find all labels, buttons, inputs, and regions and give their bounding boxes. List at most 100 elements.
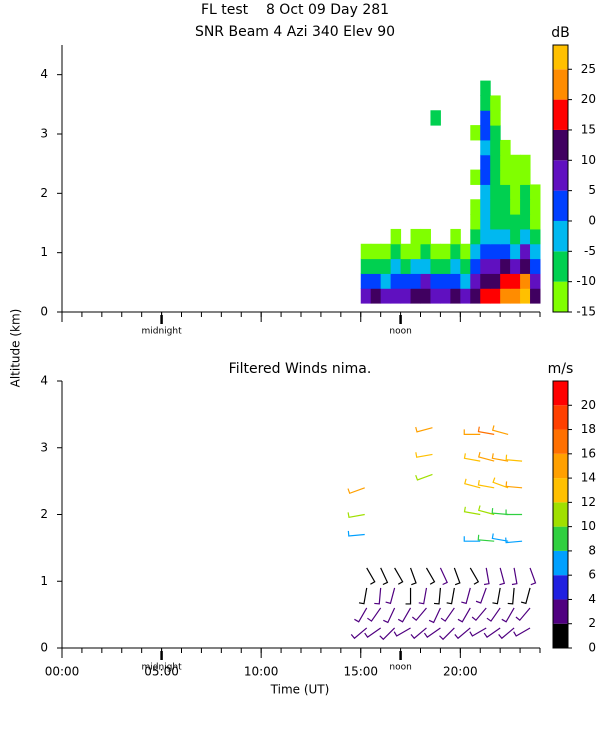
wind-barb xyxy=(505,454,523,462)
heat-cell xyxy=(520,228,531,245)
wind-barb xyxy=(507,587,515,605)
colorbar-segment xyxy=(553,99,568,130)
wind-barb xyxy=(415,452,433,458)
y-tick-label: 4 xyxy=(40,67,48,81)
colorbar-segment xyxy=(553,405,568,430)
wind-barb xyxy=(367,607,382,622)
colorbar-segment xyxy=(553,623,568,648)
wind-barb xyxy=(347,512,365,518)
colorbar-segment xyxy=(553,575,568,600)
wind-barb xyxy=(464,478,481,489)
wind-barb xyxy=(505,537,523,544)
wind-barb xyxy=(423,627,441,638)
wind-barb xyxy=(477,479,495,489)
heat-cell xyxy=(390,243,402,260)
wind-barb xyxy=(501,607,515,623)
wind-barb xyxy=(439,627,455,641)
wind-barb xyxy=(418,587,428,605)
heat-cell xyxy=(500,199,511,215)
heat-cell xyxy=(480,273,491,289)
heat-cell xyxy=(440,273,451,289)
heat-cell xyxy=(500,273,511,289)
wind-barb xyxy=(415,473,433,481)
heat-cell xyxy=(520,184,531,200)
heat-cell xyxy=(440,243,451,260)
wind-barb xyxy=(492,477,509,489)
colorbar-segment xyxy=(553,453,568,479)
wind-barb xyxy=(529,567,537,586)
heat-cell xyxy=(450,288,461,304)
annotation: noon xyxy=(389,663,411,673)
wind-barb xyxy=(446,587,455,605)
wind-barb xyxy=(461,587,471,605)
heat-cell xyxy=(440,288,451,304)
heat-cell xyxy=(470,273,481,289)
colorbar-tick-label: 0 xyxy=(588,213,596,227)
y-tick-label: 4 xyxy=(40,374,48,388)
heat-cell xyxy=(400,243,412,260)
heat-cell xyxy=(380,273,392,289)
heat-cell xyxy=(490,139,501,156)
heat-cell xyxy=(530,288,541,304)
wind-barb xyxy=(505,481,523,489)
colorbar-tick-label: -5 xyxy=(584,244,596,258)
wind-barb xyxy=(491,425,509,435)
y-tick-label: 2 xyxy=(40,507,48,521)
heat-cell xyxy=(490,184,501,200)
heat-cell xyxy=(450,243,461,260)
x-tick-label: 20:00 xyxy=(443,665,478,679)
heat-cell xyxy=(370,243,382,260)
heat-cell xyxy=(490,273,501,289)
heat-cell xyxy=(390,228,402,245)
heat-cell xyxy=(500,288,511,304)
wind-barb xyxy=(383,607,396,624)
colorbar-segment xyxy=(553,381,568,406)
wind-barb xyxy=(366,567,376,585)
heat-cell xyxy=(460,243,471,260)
wind-barb xyxy=(469,567,480,585)
heat-cell xyxy=(490,228,501,245)
heat-cell xyxy=(420,288,431,304)
heat-cell xyxy=(470,125,481,141)
colorbar-tick-label: 25 xyxy=(581,62,596,76)
heat-cell xyxy=(500,184,511,200)
wind-barb xyxy=(394,567,404,585)
heat-cell xyxy=(370,288,382,304)
wind-barb xyxy=(478,505,495,516)
colorbar-segment xyxy=(553,220,568,252)
colorbar-tick-label: 5 xyxy=(588,183,596,197)
heat-cell xyxy=(470,243,481,260)
heat-cell xyxy=(470,258,481,274)
heat-cell xyxy=(510,288,521,304)
colorbar-segment xyxy=(553,69,568,100)
x-tick-label: 15:00 xyxy=(343,665,378,679)
heat-cell xyxy=(420,243,431,260)
heat-cell xyxy=(530,258,541,274)
wind-barb xyxy=(491,533,509,542)
heat-cell xyxy=(430,110,441,126)
heat-cell xyxy=(450,228,461,245)
heat-cell xyxy=(480,214,491,230)
x-tick-label: 05:00 xyxy=(144,665,179,679)
heat-cell xyxy=(500,243,511,260)
heat-cell xyxy=(490,125,501,141)
wind-barb xyxy=(515,607,531,622)
colorbar-tick-label: 4 xyxy=(588,592,596,606)
heat-cell xyxy=(370,273,382,289)
wind-barb xyxy=(347,487,365,495)
heat-cell xyxy=(370,258,382,274)
heat-cell xyxy=(380,243,392,260)
heat-cell xyxy=(480,199,491,215)
heat-cell xyxy=(490,169,501,185)
heat-cell xyxy=(410,243,421,260)
heat-cell xyxy=(510,184,521,200)
colorbar-tick-label: 14 xyxy=(581,471,596,485)
wind-barb xyxy=(492,587,501,605)
heat-cell xyxy=(420,228,431,245)
colorbar-segment xyxy=(553,478,568,503)
heat-cell xyxy=(400,258,412,274)
heat-cell xyxy=(510,258,521,274)
wind-barb xyxy=(354,607,368,623)
y-tick-label: 3 xyxy=(40,127,48,141)
colorbar-tick-label: 16 xyxy=(581,446,596,460)
